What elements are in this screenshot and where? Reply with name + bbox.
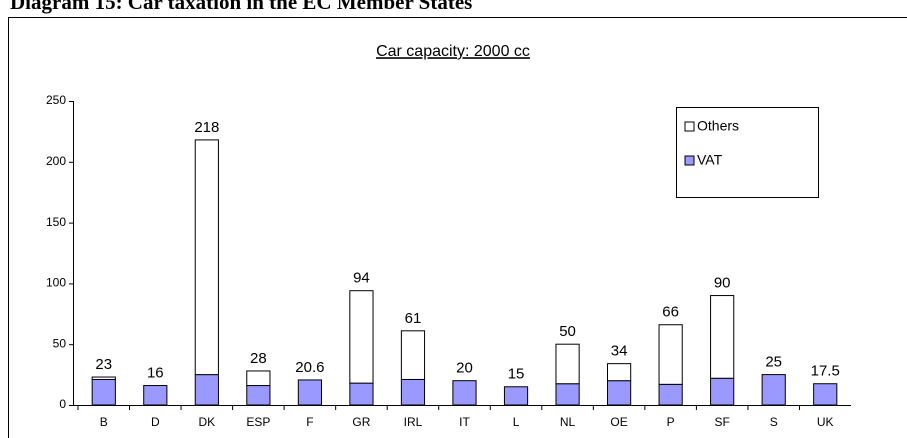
bar-segment (607, 363, 632, 382)
total-label: 218 (194, 119, 219, 136)
bar-segment (194, 374, 219, 406)
bar-segment (297, 379, 322, 406)
bar-segment (246, 370, 271, 387)
total-label: 23 (95, 356, 112, 373)
x-tick-label: NL (560, 415, 576, 429)
bar-segment (143, 385, 168, 406)
x-tick-label: B (100, 415, 108, 429)
bar-segment (658, 383, 683, 406)
x-tick-label: SF (714, 415, 729, 429)
bar-segment (503, 386, 529, 406)
page-heading: Diagram 15: Car taxation in the EC Membe… (10, 0, 472, 14)
x-tick-label: IRL (404, 415, 423, 429)
bar-segment (91, 376, 116, 380)
chart-title: Car capacity: 2000 cc (376, 43, 530, 60)
legend-label: Others (697, 118, 739, 134)
total-label: 61 (405, 310, 422, 327)
legend-swatch (684, 155, 695, 166)
total-label: 90 (714, 275, 731, 292)
total-label: 25 (765, 354, 782, 371)
bar-segment (400, 378, 426, 406)
total-label: 66 (662, 304, 679, 321)
total-label: 28 (250, 350, 267, 367)
x-tick-label: ESP (246, 415, 270, 429)
x-tick-label: F (306, 415, 313, 429)
x-tick-label: L (513, 415, 520, 429)
bar-segment (813, 383, 838, 406)
total-label: 17.5 (811, 363, 840, 380)
total-label: 94 (353, 270, 370, 287)
bar-segment (349, 290, 374, 384)
bar-segment (91, 378, 116, 406)
bar-segment (607, 380, 632, 406)
total-label: 20 (456, 360, 473, 377)
bar-segment (246, 385, 271, 406)
x-tick-label: P (667, 415, 675, 429)
bar-segment (658, 324, 683, 385)
y-tick-label: 200 (46, 154, 66, 168)
legend-label: VAT (697, 152, 723, 168)
bar-segment (555, 383, 580, 406)
y-tick-label: 250 (46, 93, 66, 107)
total-label: 20.6 (295, 359, 324, 376)
x-tick-label: GR (352, 415, 370, 429)
bar-segment (555, 343, 580, 385)
x-tick-label: DK (198, 415, 215, 429)
x-tick-label: D (151, 415, 160, 429)
bar-segment (710, 295, 735, 379)
bar-segment (400, 330, 426, 380)
y-tick-label: 100 (46, 276, 66, 290)
legend-swatch (684, 121, 695, 132)
total-label: 50 (559, 323, 576, 340)
bar-segment (452, 380, 477, 406)
y-tick-label: 150 (46, 215, 66, 229)
x-tick-label: UK (817, 415, 834, 429)
y-tick-label: 50 (53, 336, 67, 350)
total-label: 15 (508, 366, 525, 383)
bar-segment (761, 374, 786, 406)
chart-frame (8, 17, 907, 438)
bar-segment (349, 382, 374, 406)
legend-box (676, 107, 819, 198)
bar-segment (194, 139, 219, 376)
x-tick-label: OE (610, 415, 627, 429)
x-tick-label: IT (459, 415, 470, 429)
bar-segment (710, 377, 735, 406)
x-tick-label: S (770, 415, 778, 429)
y-tick-label: 0 (59, 397, 66, 411)
total-label: 16 (147, 365, 164, 382)
total-label: 34 (611, 343, 628, 360)
